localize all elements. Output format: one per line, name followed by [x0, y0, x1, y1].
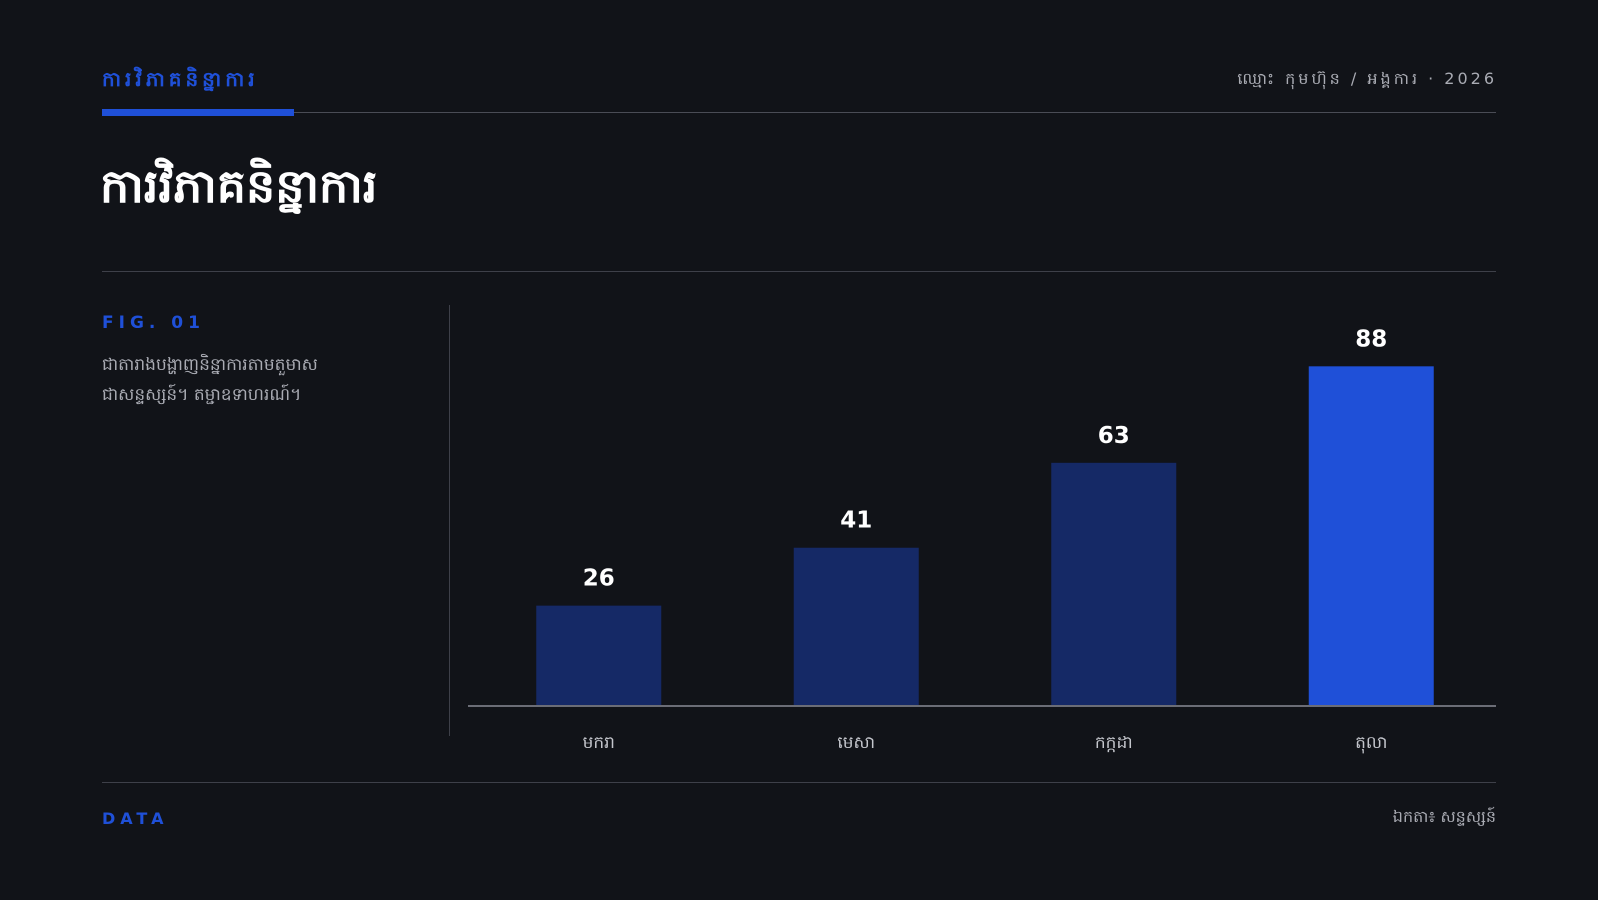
bar-value-label: 41 [840, 508, 872, 534]
figure-label: FIG. 01 [102, 313, 205, 333]
footer-divider [102, 782, 1496, 783]
top-divider [102, 112, 1496, 113]
page-title: ការវិភាគនិន្នាការ [100, 159, 378, 213]
accent-bar [102, 109, 294, 116]
x-tick-label: តុលា [1355, 733, 1387, 754]
figure-description-line: ជាសន្ទស្សន៍។ តម្ជាឧទាហរណ៍។ [102, 385, 302, 405]
header-meta: ឈ្មោះ កុមហ៊ុន / អង្គការ · 2026 [1237, 69, 1497, 88]
bar-chart: 26 មករា 41 មេសា 63 កក្កដា 88 តុលា [460, 320, 1500, 760]
vertical-divider [449, 305, 450, 736]
bar-value-label: 26 [583, 566, 615, 592]
figure-description: ជាតារាងបង្ហាញនិន្នាការតាមតួមាស ជាសន្ទស្ស… [102, 350, 402, 410]
bar-4 [1308, 366, 1434, 706]
bar-1 [536, 605, 662, 706]
bar-2 [793, 547, 919, 706]
bar-value-label: 88 [1355, 326, 1387, 352]
footer-source-label: DATA [102, 809, 169, 828]
bar-value-label: 63 [1098, 423, 1130, 449]
x-tick-label: មេសា [837, 733, 875, 753]
x-tick-label: កក្កដា [1095, 733, 1133, 753]
title-divider [102, 271, 1496, 272]
footer-unit-label: ឯកតា៖ សន្ទស្សន៍ [1392, 807, 1496, 826]
eyebrow-label: ការវិភាគនិន្នាការ [102, 67, 259, 91]
figure-description-line: ជាតារាងបង្ហាញនិន្នាការតាមតួមាស [102, 355, 318, 375]
bar-chart-svg: 26 មករា 41 មេសា 63 កក្កដា 88 តុលា [468, 326, 1496, 754]
x-tick-label: មករា [583, 733, 615, 753]
bar-3 [1051, 462, 1177, 706]
